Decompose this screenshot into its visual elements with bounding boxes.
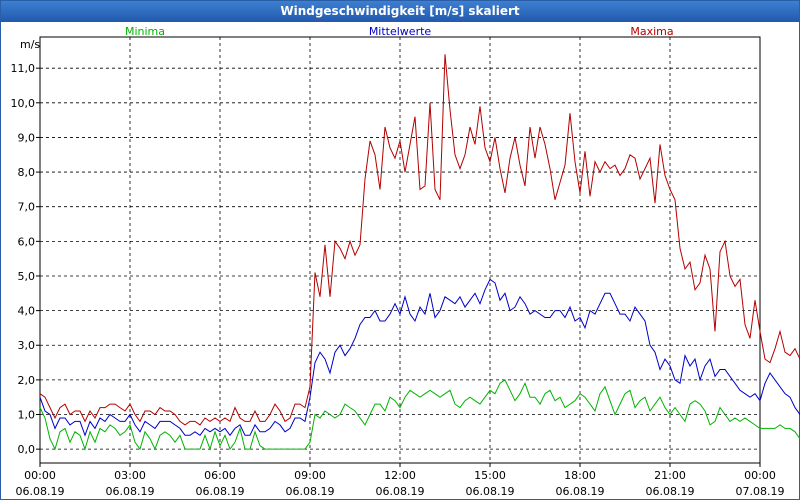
y-axis-unit: m/s xyxy=(20,38,40,51)
x-tick-time: 06:00 xyxy=(204,469,236,482)
y-tick-label: 9,0 xyxy=(18,131,36,144)
x-tick-date: 06.08.19 xyxy=(106,485,155,498)
y-tick-label: 10,0 xyxy=(11,97,36,110)
x-tick-date: 06.08.19 xyxy=(466,485,515,498)
x-tick-date: 06.08.19 xyxy=(196,485,245,498)
x-tick-time: 12:00 xyxy=(384,469,416,482)
x-axis: 00:00 06.08.19 03:00 06.08.19 06:00 06.08.19 0… xyxy=(16,463,785,498)
x-tick-time: 03:00 xyxy=(114,469,146,482)
y-tick-label: 7,0 xyxy=(18,201,36,214)
y-tick-label: 2,0 xyxy=(18,374,36,387)
x-tick-time: 15:00 xyxy=(474,469,506,482)
y-tick-label: 0,0 xyxy=(18,443,36,456)
series-lines xyxy=(39,54,800,451)
series-line-mittelwerte xyxy=(39,278,800,437)
x-tick-date: 06.08.19 xyxy=(286,485,335,498)
x-tick-time: 09:00 xyxy=(294,469,326,482)
chart-title: Windgeschwindigkeit [m/s] skaliert xyxy=(1,1,799,22)
y-tick-label: 1,0 xyxy=(18,409,36,422)
y-tick-label: 5,0 xyxy=(18,270,36,283)
x-tick-time: 18:00 xyxy=(564,469,596,482)
y-tick-label: 4,0 xyxy=(18,305,36,318)
x-tick-time: 00:00 xyxy=(24,469,56,482)
x-tick-date: 06.08.19 xyxy=(646,485,695,498)
grid-lines xyxy=(40,37,760,463)
series-line-minima xyxy=(39,379,800,451)
x-tick-time: 00:00 xyxy=(744,469,776,482)
x-tick-time: 21:00 xyxy=(654,469,686,482)
legend-minima: Minima xyxy=(125,25,165,38)
series-line-maxima xyxy=(39,54,800,426)
y-tick-label: 6,0 xyxy=(18,235,36,248)
y-tick-label: 8,0 xyxy=(18,166,36,179)
y-axis: m/s 0,0 1,0 2,0 3,0 4,0 5,0 6,0 7,0 8,0 9,0 10,0 11… xyxy=(11,38,41,456)
legend: Minima Mittelwerte Maxima xyxy=(125,25,674,38)
y-tick-label: 11,0 xyxy=(11,62,36,75)
x-tick-date: 06.08.19 xyxy=(556,485,605,498)
x-tick-date: 07.08.19 xyxy=(736,485,785,498)
x-tick-date: 06.08.19 xyxy=(16,485,65,498)
y-tick-label: 3,0 xyxy=(18,339,36,352)
legend-mittelwerte: Mittelwerte xyxy=(369,25,432,38)
legend-maxima: Maxima xyxy=(630,25,673,38)
x-tick-date: 06.08.19 xyxy=(376,485,425,498)
